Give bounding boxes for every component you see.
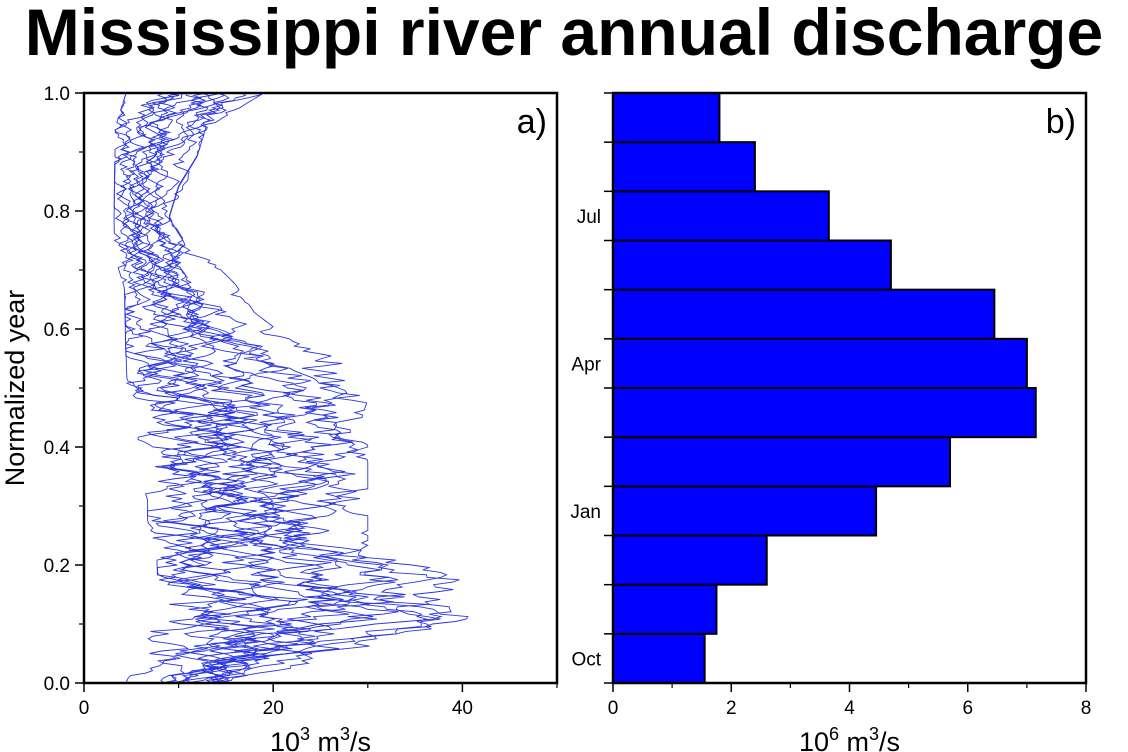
axis-label-part: /s bbox=[879, 727, 900, 752]
bar bbox=[612, 485, 878, 537]
axis-label-part: m bbox=[839, 727, 869, 752]
bar bbox=[612, 337, 1028, 390]
series-line bbox=[114, 93, 452, 683]
axis-label-part: m bbox=[310, 727, 340, 752]
x-tick-label: 0 bbox=[79, 698, 90, 719]
y-tick-label: 0.2 bbox=[44, 556, 70, 577]
panel-label-a: a) bbox=[517, 103, 547, 141]
y-tick-label: 0.4 bbox=[44, 438, 71, 459]
series-line bbox=[117, 93, 299, 683]
x-tick-label: 8 bbox=[1081, 698, 1092, 719]
month-label: Jul bbox=[577, 207, 601, 228]
series-line bbox=[129, 93, 369, 683]
month-label: Apr bbox=[571, 354, 601, 375]
axis-label-part: 3 bbox=[300, 724, 310, 744]
x-axis-label-a: 103 m3/s bbox=[270, 724, 371, 752]
chart-title: Mississippi river annual discharge bbox=[24, 0, 1104, 69]
axis-label-part: 10 bbox=[799, 727, 829, 752]
bar bbox=[612, 436, 952, 488]
bar bbox=[612, 387, 1037, 439]
y-tick-label: 0.0 bbox=[44, 674, 70, 695]
bar bbox=[612, 239, 892, 291]
bar bbox=[612, 190, 830, 242]
bar bbox=[612, 288, 996, 340]
y-tick-label: 1.0 bbox=[44, 84, 70, 105]
x-tick-label: 20 bbox=[263, 698, 284, 719]
bar bbox=[612, 141, 756, 193]
axis-label-part: 3 bbox=[869, 724, 879, 744]
bar bbox=[612, 632, 706, 684]
month-label: Jan bbox=[570, 502, 601, 523]
bar bbox=[612, 583, 718, 635]
bar bbox=[612, 92, 721, 144]
series-group bbox=[113, 93, 469, 683]
x-tick-label: 0 bbox=[608, 698, 619, 719]
series-line bbox=[114, 93, 285, 683]
axis-label-part: 3 bbox=[340, 724, 350, 744]
axis-label-part: 10 bbox=[270, 727, 300, 752]
series-line bbox=[124, 93, 330, 683]
series-line bbox=[134, 93, 448, 683]
series-line bbox=[147, 93, 346, 683]
series-line bbox=[113, 93, 350, 683]
x-tick-label: 2 bbox=[726, 698, 737, 719]
y-tick-label: 0.6 bbox=[44, 320, 70, 341]
x-tick-label: 4 bbox=[844, 698, 855, 719]
panel-label-b: b) bbox=[1046, 103, 1076, 141]
series-line bbox=[123, 93, 280, 683]
x-axis-label-b: 106 m3/s bbox=[799, 724, 900, 752]
series-line bbox=[119, 93, 399, 683]
y-tick-label: 0.8 bbox=[44, 202, 70, 223]
axis-label-part: 6 bbox=[829, 724, 839, 744]
y-axis-label: Normalized year bbox=[0, 290, 30, 487]
month-label: Oct bbox=[571, 649, 601, 670]
x-tick-label: 40 bbox=[452, 698, 473, 719]
bar bbox=[612, 534, 768, 586]
axis-label-part: /s bbox=[350, 727, 371, 752]
x-tick-label: 6 bbox=[962, 698, 973, 719]
series-line bbox=[129, 93, 460, 683]
series-line bbox=[128, 93, 469, 683]
